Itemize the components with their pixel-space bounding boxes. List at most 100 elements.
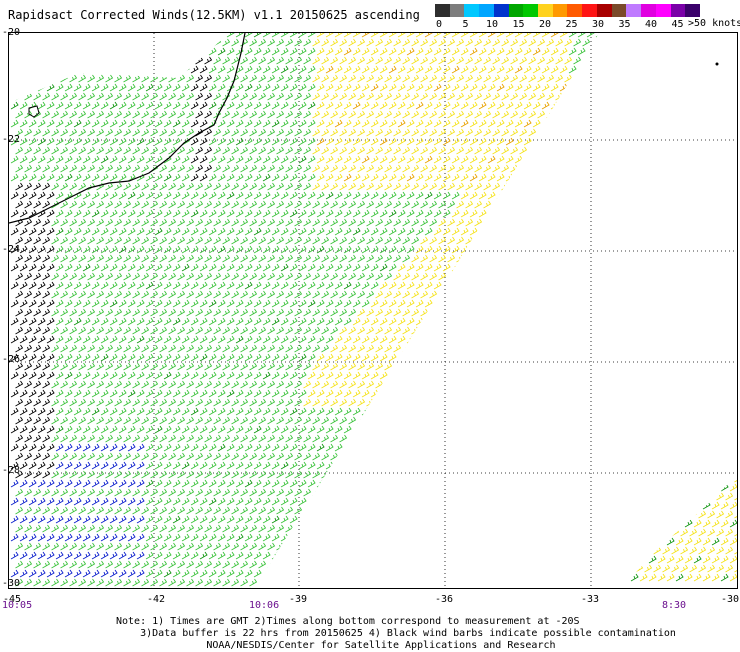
wind-barb <box>424 335 433 344</box>
wind-barb <box>487 353 496 362</box>
wind-barb <box>64 317 73 326</box>
wind-barb <box>456 290 465 299</box>
wind-barb <box>420 218 429 227</box>
wind-barb <box>262 281 271 290</box>
wind-barb <box>123 362 132 371</box>
wind-barb <box>577 155 586 164</box>
wind-barb <box>460 191 469 200</box>
wind-barb <box>213 146 222 155</box>
wind-barb <box>601 507 608 514</box>
wind-barb <box>100 83 109 92</box>
wind-barb <box>253 209 262 218</box>
wind-barb <box>402 578 411 587</box>
wind-barb <box>582 146 591 155</box>
wind-barb <box>42 470 51 479</box>
wind-barb <box>235 191 244 200</box>
wind-barb <box>411 218 420 227</box>
wind-barb <box>145 227 154 236</box>
wind-barb <box>397 101 406 110</box>
wind-barb <box>559 281 568 290</box>
wind-barb <box>334 263 343 272</box>
wind-barb <box>429 326 438 335</box>
wind-barb <box>141 290 150 299</box>
wind-barb <box>375 182 384 191</box>
wind-barb <box>24 398 33 407</box>
wind-barb <box>601 165 608 172</box>
wind-barb <box>447 524 456 533</box>
wind-barb <box>105 380 114 389</box>
wind-barb <box>253 353 262 362</box>
wind-barb <box>132 200 141 209</box>
wind-barb <box>568 461 577 470</box>
wind-barb <box>528 488 537 497</box>
wind-barb <box>370 155 379 164</box>
wind-barb <box>109 281 118 290</box>
wind-barb <box>123 560 132 569</box>
wind-barb <box>316 137 325 146</box>
wind-barb <box>375 326 384 335</box>
wind-barb <box>168 236 177 245</box>
wind-barb <box>415 371 424 380</box>
wind-barb <box>204 92 213 101</box>
wind-barb <box>357 92 366 101</box>
wind-barb <box>352 371 361 380</box>
wind-barb <box>150 110 159 119</box>
wind-barb <box>411 146 420 155</box>
wind-barb <box>621 492 626 501</box>
wind-barb <box>375 218 384 227</box>
wind-barb <box>334 371 343 380</box>
wind-barb <box>630 473 639 474</box>
wind-barb <box>325 569 334 578</box>
wind-barb <box>582 308 591 317</box>
wind-barb <box>325 371 334 380</box>
wind-barb <box>267 470 276 479</box>
wind-barb <box>91 551 100 560</box>
wind-barb <box>568 389 577 398</box>
wind-barb <box>69 488 78 497</box>
wind-barb <box>298 551 307 560</box>
wind-barb <box>312 236 321 245</box>
wind-barb <box>123 236 132 245</box>
wind-barb <box>330 128 339 137</box>
wind-barb <box>397 191 406 200</box>
wind-barb <box>393 290 402 299</box>
wind-barb <box>447 236 456 245</box>
wind-barb <box>402 38 411 47</box>
wind-barb <box>348 200 357 209</box>
wind-barb <box>321 200 330 209</box>
wind-barb <box>510 272 519 281</box>
wind-barb <box>577 569 586 578</box>
wind-barb <box>573 38 582 47</box>
wind-barb <box>100 227 109 236</box>
wind-barb <box>276 74 285 83</box>
wind-barb <box>96 56 105 65</box>
wind-barb <box>550 83 559 92</box>
wind-barb <box>406 425 415 434</box>
wind-barb <box>505 371 514 380</box>
wind-barb <box>87 200 96 209</box>
wind-barb <box>150 326 159 335</box>
wind-barb <box>199 317 208 326</box>
wind-barb <box>289 299 298 308</box>
wind-barb <box>564 452 573 461</box>
wind-barb <box>568 245 577 254</box>
wind-barb <box>217 33 226 38</box>
wind-barb <box>10 389 19 398</box>
wind-barb <box>537 74 546 83</box>
wind-barb <box>550 227 559 236</box>
wind-barb <box>37 407 46 416</box>
wind-barb <box>568 425 577 434</box>
wind-barb <box>415 33 424 38</box>
wind-barb <box>492 182 501 191</box>
wind-barb <box>10 407 19 416</box>
wind-barb <box>177 74 186 83</box>
wind-barb <box>411 254 420 263</box>
wind-barb <box>19 569 28 578</box>
wind-barb <box>244 389 253 398</box>
wind-barb <box>564 398 573 407</box>
wind-barb <box>10 173 19 182</box>
wind-barb <box>334 533 343 542</box>
wind-barb <box>145 335 154 344</box>
wind-barb <box>55 191 64 200</box>
wind-barb <box>559 443 568 452</box>
